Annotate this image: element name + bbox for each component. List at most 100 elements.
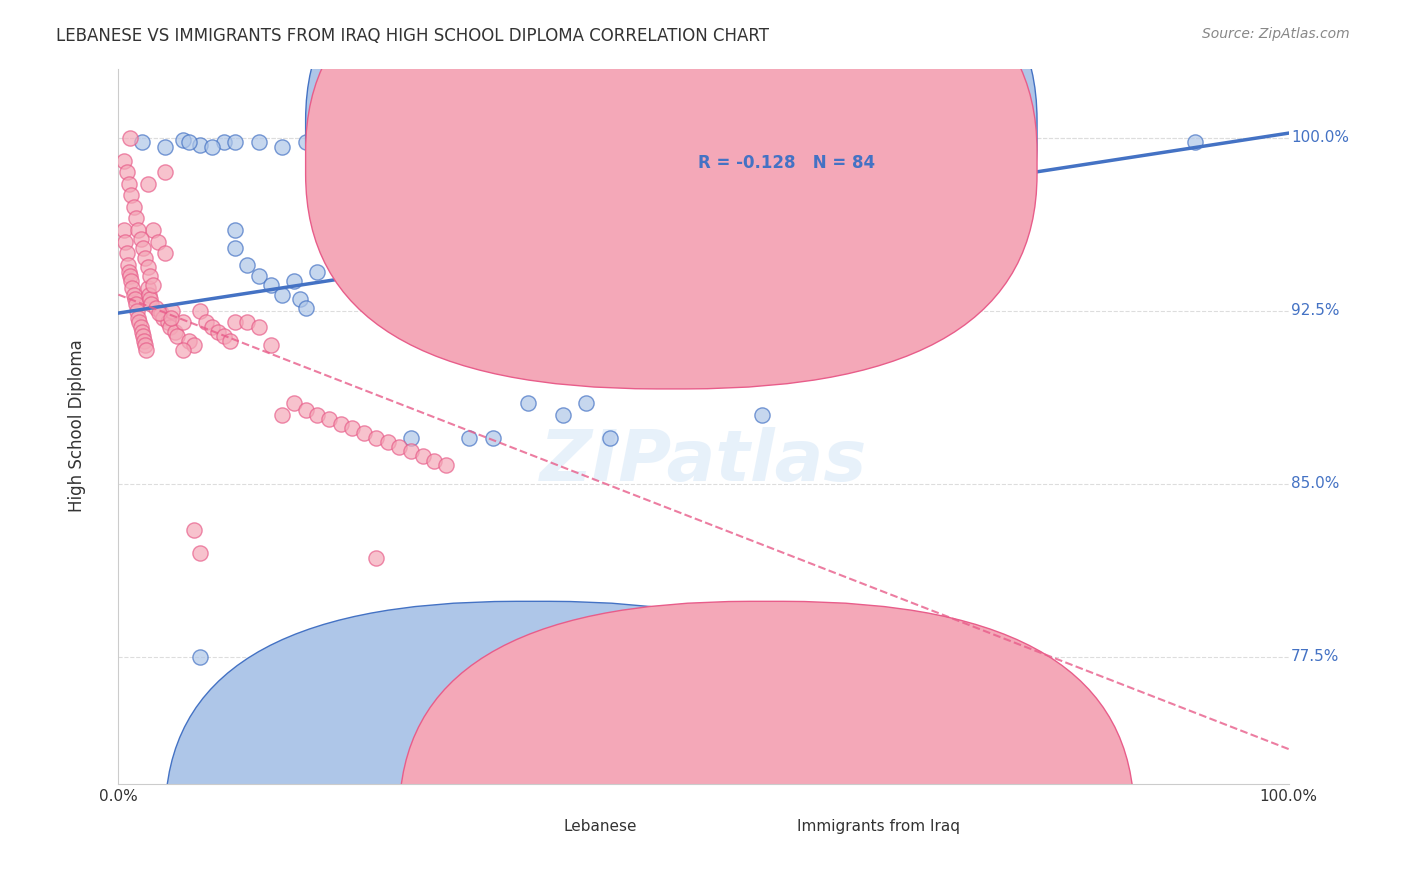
Point	[364, 550, 387, 565]
Point	[307, 264, 329, 278]
Point	[128, 315, 150, 329]
Point	[153, 165, 176, 179]
Text: 100.0%: 100.0%	[1291, 130, 1348, 145]
Point	[342, 421, 364, 435]
Point	[412, 449, 434, 463]
Point	[388, 440, 411, 454]
Point	[224, 315, 246, 329]
Point	[434, 326, 457, 341]
Text: 85.0%: 85.0%	[1291, 476, 1340, 491]
Point	[364, 431, 387, 445]
Point	[118, 177, 141, 191]
Point	[183, 523, 205, 537]
Point	[145, 301, 167, 316]
Point	[141, 297, 163, 311]
Text: LEBANESE VS IMMIGRANTS FROM IRAQ HIGH SCHOOL DIPLOMA CORRELATION CHART: LEBANESE VS IMMIGRANTS FROM IRAQ HIGH SC…	[56, 27, 769, 45]
Point	[183, 338, 205, 352]
Point	[377, 274, 399, 288]
Point	[115, 165, 138, 179]
Point	[153, 246, 176, 260]
Point	[458, 315, 481, 329]
Point	[575, 396, 598, 410]
Point	[148, 306, 170, 320]
Point	[329, 251, 352, 265]
Point	[399, 431, 422, 445]
Text: ZIPatlas: ZIPatlas	[540, 427, 868, 496]
Point	[121, 281, 143, 295]
Point	[166, 329, 188, 343]
Point	[134, 251, 156, 265]
Point	[188, 649, 211, 664]
FancyBboxPatch shape	[165, 601, 900, 892]
Point	[259, 278, 281, 293]
Point	[120, 274, 142, 288]
Point	[551, 408, 574, 422]
Point	[134, 338, 156, 352]
Point	[135, 343, 157, 357]
Point	[318, 246, 340, 260]
Point	[188, 137, 211, 152]
Point	[125, 297, 148, 311]
Point	[131, 325, 153, 339]
FancyBboxPatch shape	[305, 0, 1038, 359]
Point	[399, 444, 422, 458]
Text: 92.5%: 92.5%	[1291, 303, 1340, 318]
Point	[377, 435, 399, 450]
Text: R = -0.128   N = 84: R = -0.128 N = 84	[697, 154, 875, 172]
Point	[139, 269, 162, 284]
Point	[283, 274, 305, 288]
Point	[458, 431, 481, 445]
Point	[131, 136, 153, 150]
Point	[423, 453, 446, 467]
Point	[156, 315, 179, 329]
Point	[224, 242, 246, 256]
Point	[160, 303, 183, 318]
Point	[294, 403, 316, 417]
Point	[207, 325, 229, 339]
Point	[118, 264, 141, 278]
Point	[599, 431, 621, 445]
Point	[129, 319, 152, 334]
Point	[160, 310, 183, 325]
Point	[307, 408, 329, 422]
Point	[142, 278, 165, 293]
Point	[751, 408, 773, 422]
Text: R = 0.300   N = 44: R = 0.300 N = 44	[697, 122, 868, 140]
Point	[172, 133, 194, 147]
Point	[247, 136, 270, 150]
Point	[115, 246, 138, 260]
Point	[283, 396, 305, 410]
Point	[125, 211, 148, 226]
Point	[288, 292, 311, 306]
Point	[122, 287, 145, 301]
Point	[224, 136, 246, 150]
Point	[342, 136, 364, 150]
Point	[136, 281, 159, 295]
Text: Lebanese: Lebanese	[562, 819, 637, 834]
Point	[259, 338, 281, 352]
Point	[120, 188, 142, 202]
Point	[434, 458, 457, 473]
Point	[399, 281, 422, 295]
Point	[127, 303, 149, 318]
Point	[388, 315, 411, 329]
Point	[122, 200, 145, 214]
Point	[127, 223, 149, 237]
Point	[342, 255, 364, 269]
FancyBboxPatch shape	[399, 601, 1135, 892]
FancyBboxPatch shape	[633, 104, 984, 190]
Point	[236, 315, 259, 329]
Point	[195, 315, 218, 329]
Point	[124, 292, 146, 306]
Point	[329, 417, 352, 431]
Point	[271, 287, 294, 301]
Point	[482, 431, 505, 445]
Point	[149, 306, 172, 320]
Point	[114, 235, 136, 249]
Point	[132, 242, 155, 256]
Point	[271, 140, 294, 154]
Point	[188, 546, 211, 560]
Point	[247, 319, 270, 334]
Point	[364, 303, 387, 318]
Point	[364, 140, 387, 154]
